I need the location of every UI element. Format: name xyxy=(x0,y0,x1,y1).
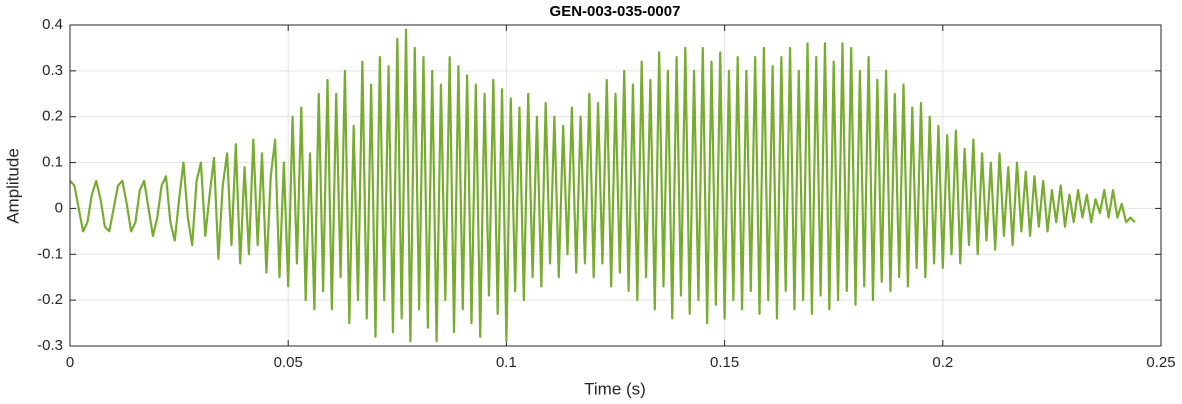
x-tick-label: 0.2 xyxy=(932,354,953,371)
x-axis-label: Time (s) xyxy=(584,379,646,398)
y-tick-label: -0.3 xyxy=(37,337,63,354)
x-tick-label: 0.1 xyxy=(496,354,517,371)
y-tick-label: 0 xyxy=(55,199,63,216)
y-tick-label: 0.3 xyxy=(42,62,63,79)
plot-frame xyxy=(69,24,1162,347)
x-tick-label: 0.15 xyxy=(710,354,739,371)
line-series xyxy=(69,28,1136,343)
y-axis-label: Amplitude xyxy=(3,148,22,224)
y-tick-label: 0.4 xyxy=(42,16,63,33)
y-tick-label: 0.2 xyxy=(42,108,63,125)
y-tick-label: -0.1 xyxy=(37,245,63,262)
y-tick-label: 0.1 xyxy=(42,154,63,171)
x-tick-label: 0.25 xyxy=(1146,354,1175,371)
x-tick-label: 0.05 xyxy=(274,354,303,371)
x-tick-label: 0 xyxy=(66,354,74,371)
y-tick-label: -0.2 xyxy=(37,291,63,308)
chart-title: GEN-003-035-0007 xyxy=(550,3,681,20)
